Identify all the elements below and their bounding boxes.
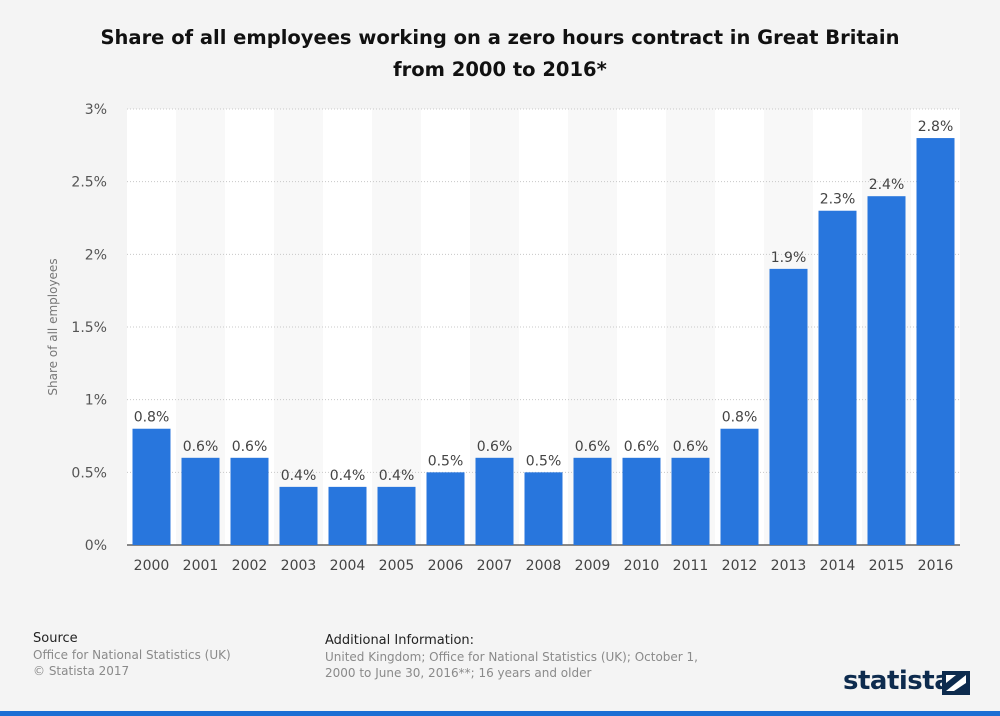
data-label: 0.6% — [477, 439, 513, 455]
bar — [426, 472, 465, 545]
x-tick-label: 2016 — [918, 558, 954, 574]
x-tick-label: 2005 — [379, 558, 415, 574]
data-label: 0.4% — [281, 468, 317, 484]
additional-info-block: Additional Information: United Kingdom; … — [325, 633, 725, 681]
x-tick-label: 2012 — [722, 558, 758, 574]
y-tick-label: 1.5% — [71, 320, 107, 336]
y-tick-label: 1% — [85, 393, 107, 409]
source-line-2: © Statista 2017 — [33, 664, 130, 678]
x-tick-label: 2004 — [330, 558, 366, 574]
bar — [230, 457, 269, 545]
bar-chart: 0% 0.5% 1% 1.5% 2% 2.5% 3% 0.8% 2000 0.6% 2001 0.6%… — [46, 102, 960, 574]
bottom-accent-bar — [0, 711, 1000, 716]
data-label: 2.3% — [820, 192, 856, 208]
additional-info-heading: Additional Information: — [325, 633, 475, 648]
bar — [475, 457, 514, 545]
data-label: 0.8% — [722, 410, 758, 426]
x-tick-label: 2007 — [477, 558, 513, 574]
bar — [181, 457, 220, 545]
x-tick-label: 2006 — [428, 558, 464, 574]
y-tick-label: 2.5% — [71, 175, 107, 191]
data-label: 0.4% — [379, 468, 415, 484]
bar — [818, 210, 857, 545]
statista-logo[interactable]: statista — [843, 666, 952, 696]
chart-title: Share of all employees working on a zero… — [100, 26, 900, 81]
y-tick-label: 3% — [85, 102, 107, 118]
bar — [916, 138, 955, 546]
data-label: 0.5% — [428, 453, 464, 469]
x-tick-label: 2013 — [771, 558, 807, 574]
bar — [720, 428, 759, 545]
y-tick-label: 0.5% — [71, 465, 107, 481]
bar — [769, 268, 808, 545]
data-label: 0.5% — [526, 453, 562, 469]
bar — [377, 486, 416, 545]
bar — [132, 428, 171, 545]
source-line-1[interactable]: Office for National Statistics (UK) — [33, 648, 231, 662]
data-label: 0.6% — [183, 439, 219, 455]
y-axis-title: Share of all employees — [46, 258, 60, 395]
bar — [671, 457, 710, 545]
bar — [524, 472, 563, 545]
data-label: 0.6% — [624, 439, 660, 455]
data-label: 1.9% — [771, 250, 807, 266]
bar — [573, 457, 612, 545]
bar — [622, 457, 661, 545]
x-tick-label: 2014 — [820, 558, 856, 574]
x-tick-label: 2002 — [232, 558, 268, 574]
x-tick-label: 2010 — [624, 558, 660, 574]
data-label: 0.4% — [330, 468, 366, 484]
x-tick-label: 2015 — [869, 558, 905, 574]
data-label: 0.6% — [673, 439, 709, 455]
source-block: Source Office for National Statistics (U… — [33, 631, 231, 679]
x-tick-label: 2003 — [281, 558, 317, 574]
y-tick-label: 0% — [85, 538, 107, 554]
bar — [279, 486, 318, 545]
x-tick-label: 2009 — [575, 558, 611, 574]
y-tick-label: 2% — [85, 247, 107, 263]
x-tick-label: 2011 — [673, 558, 709, 574]
x-tick-label: 2000 — [134, 558, 170, 574]
data-label: 2.8% — [918, 119, 954, 135]
data-label: 2.4% — [869, 177, 905, 193]
bar — [867, 196, 906, 545]
statista-logo-icon — [942, 671, 970, 695]
x-tick-label: 2001 — [183, 558, 219, 574]
additional-info-text: United Kingdom; Office for National Stat… — [325, 650, 698, 680]
data-label: 0.8% — [134, 410, 170, 426]
data-label: 0.6% — [232, 439, 268, 455]
bar — [328, 486, 367, 545]
source-heading: Source — [33, 631, 78, 646]
x-tick-label: 2008 — [526, 558, 562, 574]
data-label: 0.6% — [575, 439, 611, 455]
